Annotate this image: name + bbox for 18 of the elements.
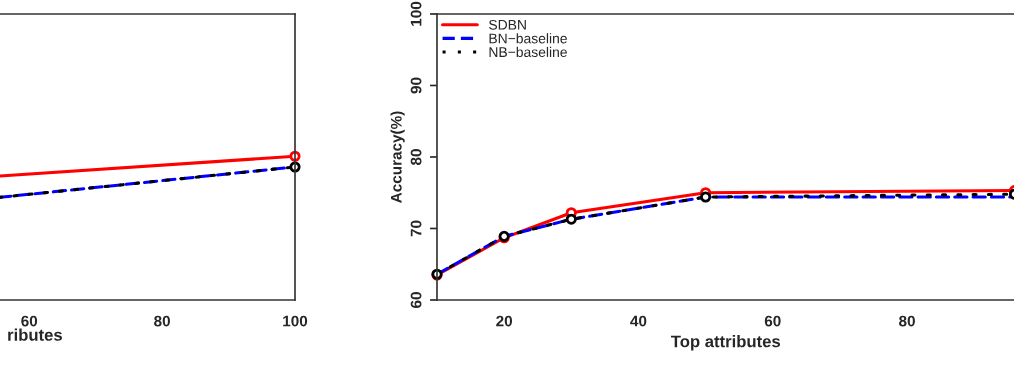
x-tick-label: 80 xyxy=(899,315,915,327)
y-tick-label: 60 xyxy=(410,292,422,308)
legend-label: SDBN xyxy=(489,19,526,30)
x-axis-title: Top attributes xyxy=(671,335,781,351)
y-tick-label: 80 xyxy=(410,149,422,165)
y-axis-title: Accuracy(%) xyxy=(390,111,405,203)
x-tick-label: 20 xyxy=(496,315,513,327)
y-tick-label: 70 xyxy=(410,220,422,237)
y-tick-label: 90 xyxy=(410,77,422,94)
y-tick-label: 100 xyxy=(410,1,422,26)
legend-label: NB−baseline xyxy=(489,46,567,58)
x-tick-label: 100 xyxy=(283,315,308,327)
x-tick-label: 80 xyxy=(154,315,170,327)
x-tick-label: 60 xyxy=(764,315,781,327)
x-axis-title: ributes xyxy=(8,328,62,341)
legend-label: BN−baseline xyxy=(489,33,567,44)
x-tick-label: 40 xyxy=(630,315,647,327)
x-tick-label: 60 xyxy=(21,315,38,327)
